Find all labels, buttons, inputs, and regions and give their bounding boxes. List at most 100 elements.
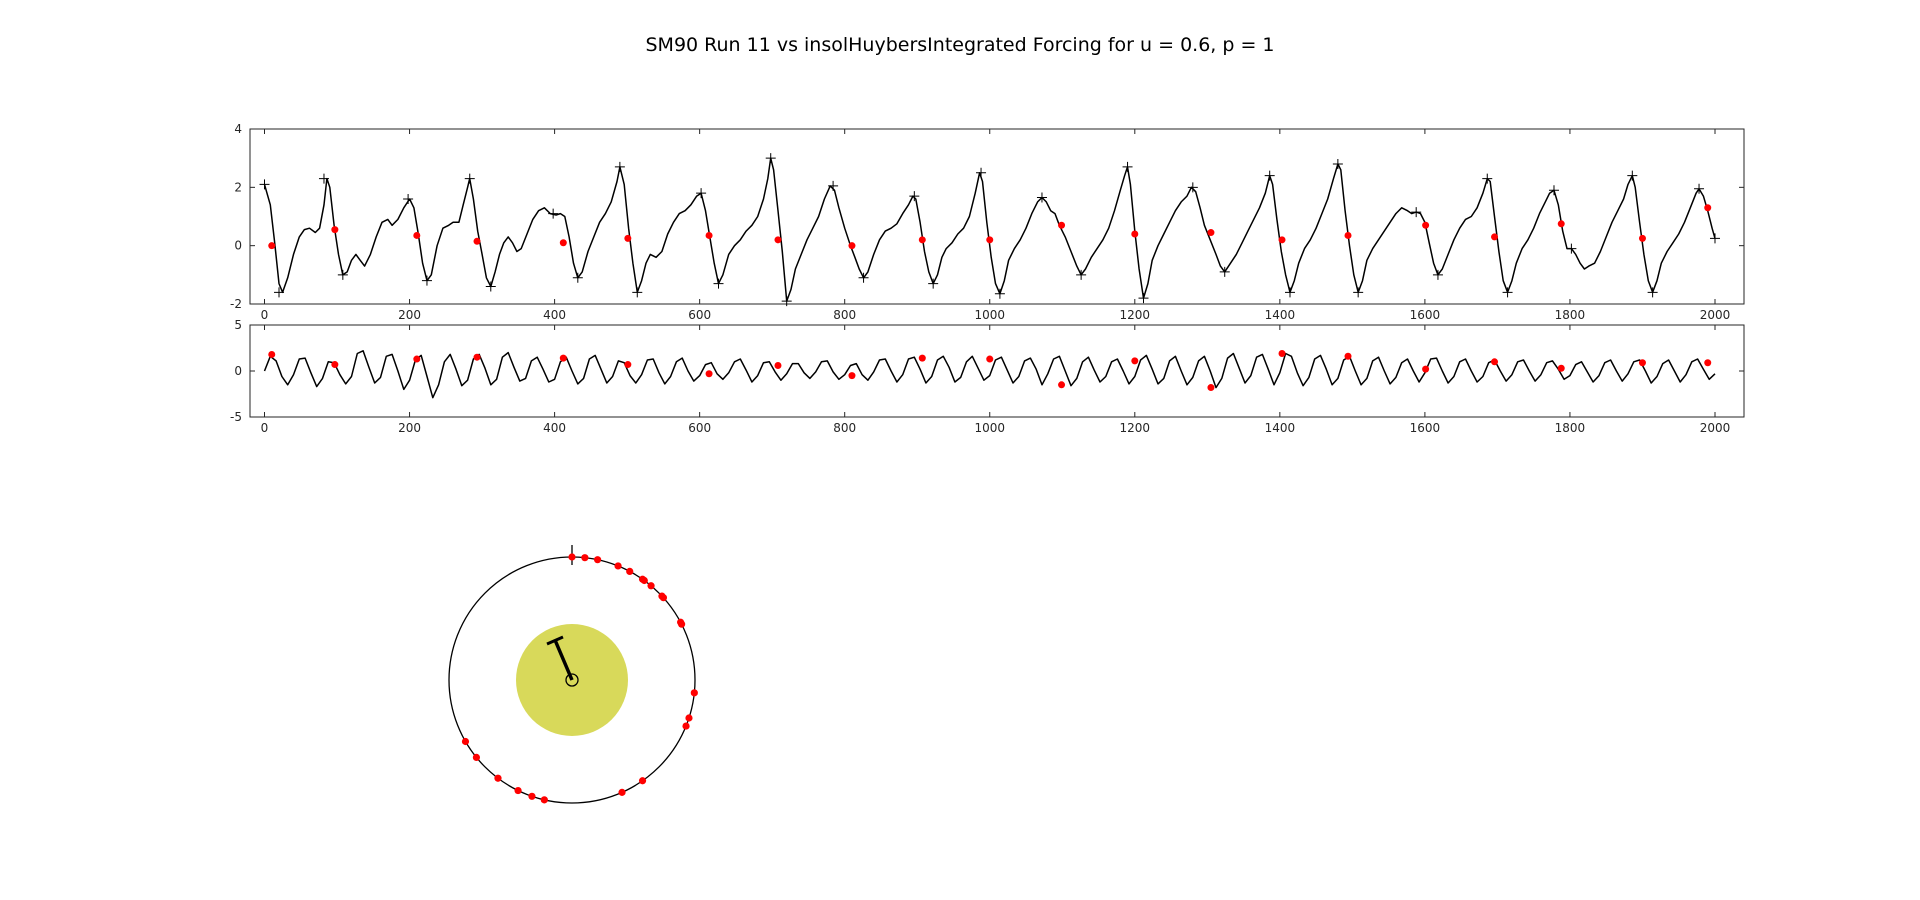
extremum-marker [1219,266,1230,277]
red-dot [413,355,421,363]
extremum-marker [1285,287,1295,298]
red-dot [1704,359,1712,367]
x-tick-label: 400 [543,421,566,435]
axes-box [249,128,1745,305]
phase-red-dot [514,786,522,795]
x-tick-label: 1600 [1410,421,1441,435]
series-line [263,157,1716,302]
phase-red-dot [690,689,698,697]
red-dot [986,355,994,363]
y-tick-label: -5 [230,410,242,424]
red-dot [774,236,782,244]
red-dot [1557,220,1565,228]
resultant-vector-cap [546,635,564,646]
extremum-marker [928,278,939,289]
extremum-marker [781,296,792,307]
x-tick-label: 2000 [1700,308,1731,322]
extremum-marker [1482,173,1493,184]
x-tick-label: 2000 [1700,421,1731,435]
red-dot [473,353,481,361]
y-tick-label: 0 [234,364,242,378]
x-tick-label: 1400 [1265,308,1296,322]
x-tick-label: 200 [398,421,421,435]
phase-red-dot [528,792,536,800]
extremum-marker [828,180,839,191]
red-dot [1491,358,1499,366]
red-dot [1638,359,1646,367]
extremum-marker [1036,192,1047,203]
x-tick-label: 200 [398,308,421,322]
phase-red-dot [581,554,589,562]
red-dot [1131,357,1139,365]
red-dot [1557,364,1565,372]
red-dot [1344,352,1352,360]
red-dot [1638,234,1646,242]
red-dot [848,242,856,250]
red-dot [268,350,276,358]
x-tick-label: 1800 [1555,308,1586,322]
extremum-marker [1627,170,1638,181]
extremum-marker [485,281,496,292]
extremum-marker [337,269,348,280]
extremum-marker [994,288,1005,299]
red-dot [774,361,782,369]
phase-red-dot [647,582,655,590]
phase-red-dot [618,788,626,796]
extremum-marker [318,173,329,184]
x-tick-label: 800 [833,308,856,322]
phase-red-dot [685,714,693,722]
extremum-marker [614,161,625,172]
axes-box [249,324,1745,418]
x-tick-label: 1000 [974,421,1005,435]
extremum-marker [274,287,285,298]
phase-red-dot [638,777,647,785]
extremum-marker [421,275,432,286]
y-tick-label: 5 [234,318,242,332]
x-tick-label: 0 [261,421,269,435]
extremum-marker [632,287,643,298]
series-line [263,350,1716,399]
bottom-panel: 0 200 400 600 800 1000 1200 1400 1600 1800 2000 -5 0… [230,318,1745,435]
red-dot [268,242,276,250]
extremum-marker [464,173,475,184]
phase-circle-panel [448,545,698,804]
red-dot [1344,231,1352,239]
red-dot [331,226,339,234]
x-tick-label: 1200 [1120,308,1151,322]
extremum-marker [1138,293,1149,304]
x-tick-label: 1800 [1555,421,1586,435]
phase-red-dot [540,796,548,804]
phase-red-dot [614,562,622,570]
center-marker [565,673,579,687]
extremum-marker [1566,243,1577,254]
extremum-marker [858,272,869,283]
red-dot [1131,230,1139,238]
phase-red-dot [472,753,481,762]
red-dot [1278,350,1286,358]
red-dot [848,372,856,380]
extremum-marker [1647,287,1658,298]
figure-title: SM90 Run 11 vs insolHuybersIntegrated Fo… [645,34,1275,56]
red-dot [624,234,632,242]
red-dot [331,361,339,369]
extremum-marker [1502,287,1513,298]
y-tick-label: 2 [234,180,242,194]
phase-red-dot [682,722,690,730]
x-tick-label: 400 [543,308,566,322]
extremum-marker [1432,269,1443,280]
red-dot [1207,384,1215,392]
x-tick-label: 600 [688,308,711,322]
red-dot [1058,381,1066,389]
extremum-marker [572,272,583,283]
red-dot [1207,229,1215,237]
extremum-marker [1264,170,1275,181]
extremum-marker [713,278,724,289]
red-dot [986,236,994,244]
extremum-marker [1076,269,1087,280]
red-dot [413,231,421,239]
extremum-marker [1709,233,1720,244]
red-dot [624,361,632,369]
phase-red-dot [461,737,470,746]
phase-red-dot [568,553,576,561]
